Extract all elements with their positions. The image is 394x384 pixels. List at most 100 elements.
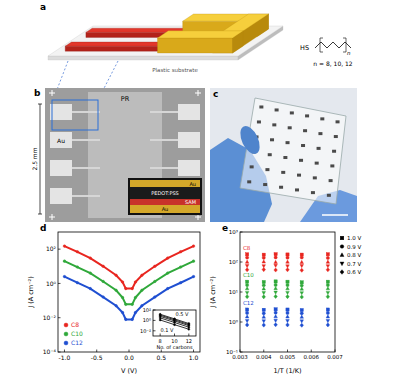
data-point: [300, 287, 304, 290]
data-point: [286, 256, 289, 259]
legend-label: 0.8 V: [347, 252, 361, 258]
pad: [178, 132, 200, 148]
x-tick-label: 0.5: [156, 354, 166, 361]
data-point: [166, 272, 169, 275]
data-point: [286, 319, 290, 322]
device-dot: [303, 129, 307, 132]
data-point: [245, 295, 249, 299]
device-dot: [311, 191, 315, 194]
plot-frame: [240, 232, 335, 352]
data-point: [262, 280, 265, 283]
x-tick: [335, 350, 336, 353]
data-point: [246, 283, 249, 286]
data-point: [274, 286, 278, 289]
data-point: [274, 256, 277, 259]
layer: [130, 205, 200, 213]
alignment-mark: [195, 90, 201, 96]
data-point: [300, 281, 303, 284]
legend-marker: [340, 245, 344, 249]
data-point: [115, 304, 118, 307]
data-point: [188, 326, 190, 328]
photo: [210, 88, 357, 222]
data-point: [262, 315, 266, 318]
legend-marker: [340, 253, 344, 257]
data-point: [300, 315, 304, 318]
data-point: [246, 280, 249, 283]
data-point: [286, 323, 290, 327]
alignment-mark: [49, 214, 55, 220]
plot-frame: [153, 310, 196, 336]
pad: [178, 160, 200, 176]
device-dot: [283, 156, 287, 159]
x-tick-label: 0.004: [256, 354, 272, 360]
data-point: [326, 265, 330, 268]
data-point: [179, 281, 182, 284]
data-point: [188, 328, 190, 330]
device-dot: [315, 162, 319, 165]
data-point: [300, 312, 303, 315]
legend-marker: [340, 262, 344, 266]
layer-label: Au: [189, 181, 196, 187]
y-tick: [58, 283, 61, 284]
device-dot: [281, 171, 285, 174]
data-point: [63, 245, 66, 248]
data-point: [115, 274, 118, 277]
device-dot: [318, 132, 322, 135]
molecule-bracket: [320, 38, 346, 52]
data-point: [262, 253, 265, 256]
data-point: [274, 315, 278, 318]
data-point: [124, 318, 127, 321]
y-tick-label: 10⁻¹: [226, 349, 238, 355]
data-point: [246, 308, 249, 311]
data-point: [274, 323, 278, 327]
device-dot: [288, 126, 292, 129]
y-tick-label: 10⁻²: [43, 314, 57, 321]
panel-c: [210, 88, 357, 222]
data-point: [274, 260, 278, 263]
x-tick: [263, 350, 264, 353]
data-point: [134, 296, 137, 299]
data-point: [245, 323, 249, 327]
x-tick: [96, 350, 97, 353]
y-tick-label: 10⁰: [46, 280, 57, 287]
data-point: [326, 319, 330, 322]
scale-bar: [40, 104, 41, 214]
y-tick: [240, 232, 243, 233]
molecule-caption: n = 8, 10, 12: [313, 60, 353, 67]
data-point: [134, 311, 137, 314]
inset-frame: [128, 178, 202, 215]
chart-inset: 8101210⁻²10⁰10²No. of carbons0.5 V0.1 V: [140, 307, 196, 350]
data-point: [262, 295, 266, 299]
data-point: [76, 281, 79, 284]
data-point: [262, 256, 265, 259]
data-point: [274, 308, 277, 311]
data-point: [121, 311, 124, 314]
y-tick: [240, 322, 243, 323]
device-dot: [317, 147, 321, 150]
data-point: [300, 292, 304, 295]
pad-label: Au: [57, 137, 65, 144]
molecule-subscript: n: [347, 50, 351, 56]
device-dot: [290, 111, 294, 114]
series-label: 0.1 V: [161, 327, 175, 333]
data-point: [76, 266, 79, 269]
series-line: [160, 316, 189, 325]
data-point: [245, 315, 249, 318]
data-point: [274, 253, 277, 256]
data-point: [286, 260, 290, 263]
data-point: [274, 294, 278, 298]
series-label: 0.5 V: [176, 311, 190, 317]
data-point: [245, 291, 249, 294]
data-point: [246, 253, 249, 256]
data-point: [89, 272, 92, 275]
pad: [50, 104, 72, 120]
panel-label: a: [40, 2, 46, 12]
y-axis-title: J (A cm⁻²): [209, 276, 217, 309]
data-point: [141, 274, 144, 277]
chart-d: -1.0-0.50.00.51.010⁻⁴10⁻²10⁰10²V (V)J (A…: [27, 232, 200, 375]
x-tick-label: 0.0: [124, 354, 134, 361]
data-point: [286, 315, 290, 318]
data-point: [262, 267, 266, 271]
data-point: [179, 266, 182, 269]
data-point: [262, 284, 265, 287]
